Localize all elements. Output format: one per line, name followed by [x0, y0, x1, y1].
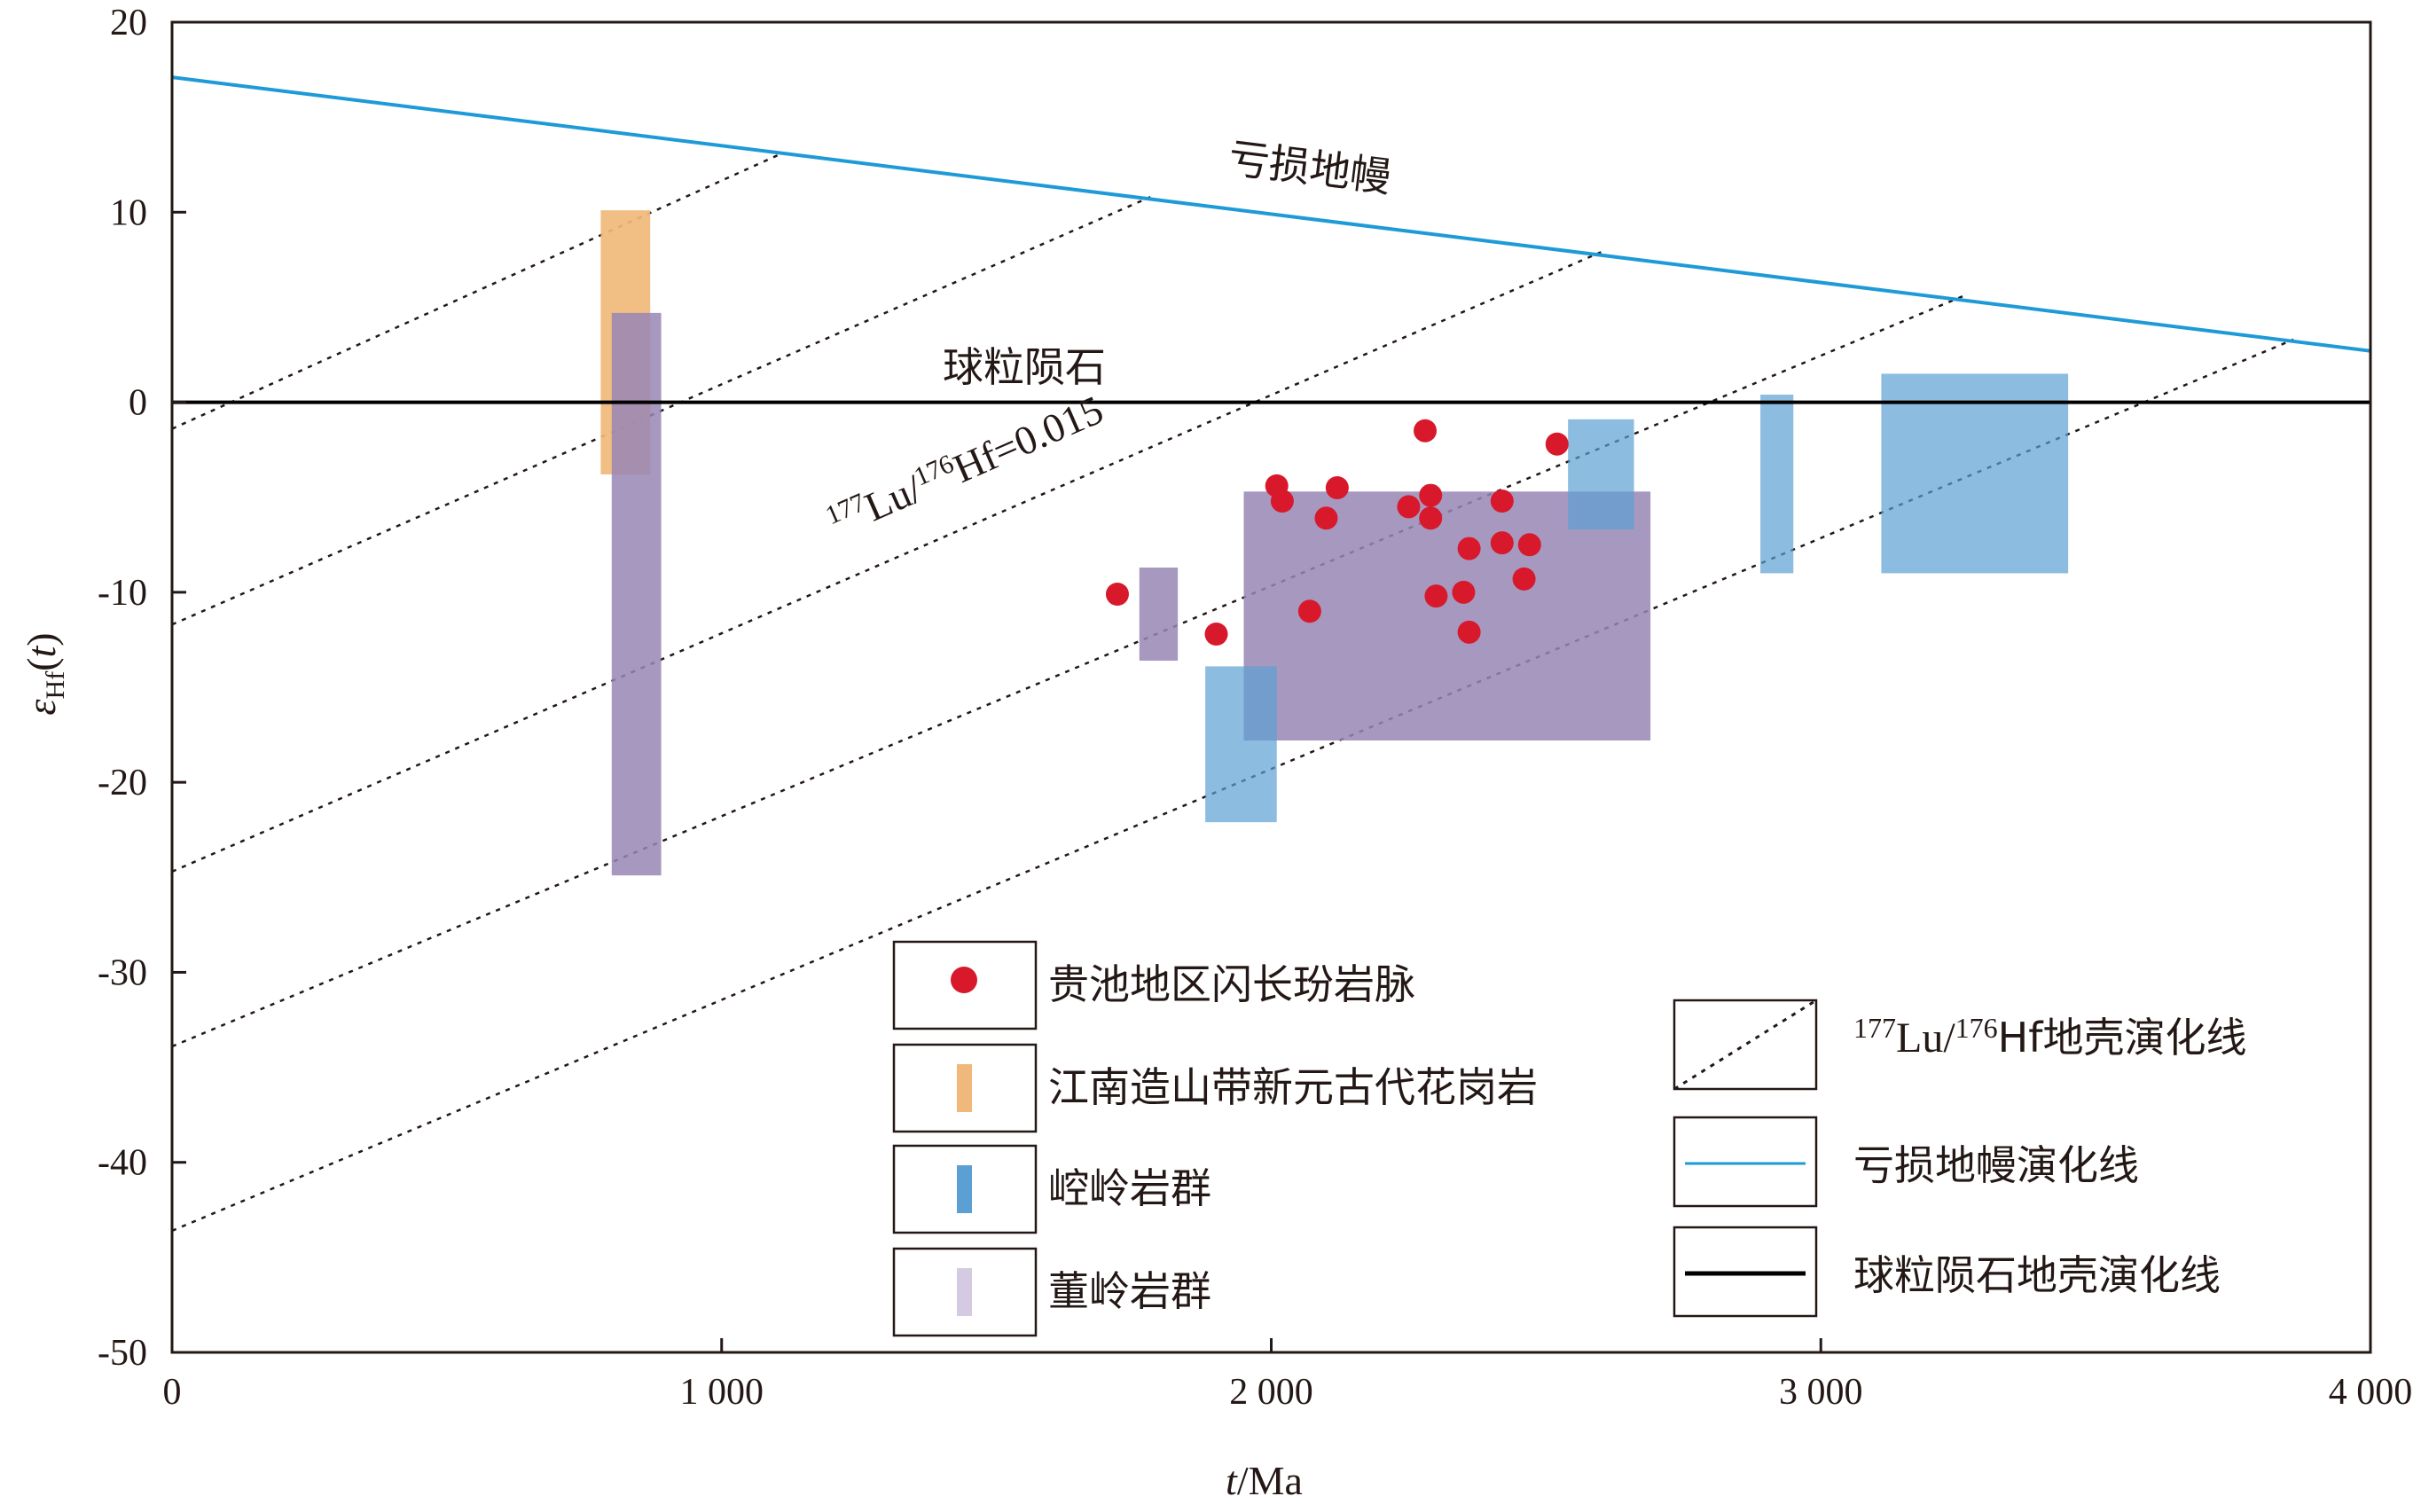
legend-item: 球粒陨石地壳演化线: [1673, 1226, 2221, 1318]
data-point: [1397, 495, 1421, 519]
crust-evolution-line: [172, 251, 1602, 874]
chondrite-label: 球粒陨石: [943, 343, 1106, 391]
legend-item: 贵池地区闪长玢岩脉: [892, 940, 1415, 1030]
legend-swatch-box: [1673, 999, 1818, 1091]
data-point: [1105, 583, 1129, 606]
legend-label: 贵池地区闪长玢岩脉: [1048, 960, 1415, 1008]
legend-label: 董岭岩群: [1048, 1267, 1211, 1315]
range-bar-dongling: [611, 312, 662, 876]
data-point: [1414, 419, 1438, 443]
legend-swatch-dashed: [1673, 999, 1817, 1091]
y-tick-label: -10: [98, 573, 147, 614]
plot-area: [172, 75, 2370, 1233]
range-bar-kongling: [1568, 419, 1634, 530]
legend-item: 崆岭岩群: [892, 1144, 1211, 1234]
data-point: [1457, 620, 1481, 644]
data-point: [1204, 623, 1228, 646]
range-bar-kongling: [1760, 395, 1794, 574]
x-tick-label: 4 000: [2329, 1372, 2413, 1413]
y-tick-label: 10: [110, 192, 147, 233]
data-point: [1457, 537, 1481, 560]
data-point: [1270, 490, 1294, 513]
range-bar-dongling: [1139, 568, 1179, 661]
x-tick-label: 1 000: [680, 1372, 764, 1413]
data-point: [1452, 580, 1476, 604]
legend-item: 江南造山带新元古代花岗岩: [892, 1043, 1538, 1133]
legend-swatch-box: [892, 1247, 1038, 1337]
legend-label: 江南造山带新元古代花岗岩: [1048, 1063, 1538, 1111]
x-tick-label: 3 000: [1779, 1372, 1863, 1413]
y-tick-label: -50: [98, 1333, 147, 1374]
y-tick-label: -20: [98, 763, 147, 803]
range-bar-kongling: [1205, 666, 1277, 823]
legend-swatch-bar: [957, 1165, 972, 1213]
y-tick-label: -40: [98, 1143, 147, 1184]
legend-item: 董岭岩群: [892, 1247, 1211, 1337]
data-point: [1297, 599, 1321, 623]
data-point: [1314, 506, 1338, 530]
data-point: [1325, 476, 1349, 499]
axes: 0 1 000 2 000 3 000 4 000 20 10 0 -10 -20 -30 -40 -5…: [19, 3, 2412, 1503]
data-point: [1490, 490, 1514, 513]
y-tick-label: -30: [98, 952, 147, 993]
data-point: [1517, 533, 1541, 557]
depleted-mantle-label: 亏损地幔: [1226, 134, 1393, 201]
x-tick-label: 2 000: [1229, 1372, 1313, 1413]
crust-evolution-line: [172, 152, 783, 430]
crust-ratio-label: 177Lu/176Hf=0.015: [821, 386, 1109, 546]
data-point: [1419, 483, 1443, 507]
legend-swatch-bar: [957, 1064, 972, 1112]
y-tick-label: 20: [110, 3, 147, 43]
data-point: [1419, 506, 1443, 530]
legend-swatch-dot: [951, 967, 977, 993]
data-point: [1512, 567, 1536, 591]
range-bar-kongling: [1881, 373, 2069, 574]
crust-evolution-line: [172, 294, 1964, 1048]
legend-label: 崆岭岩群: [1048, 1164, 1211, 1212]
legend-item: 亏损地幔演化线: [1673, 1116, 2139, 1208]
y-tick-label: 0: [129, 383, 147, 424]
y-axis-title: εHf(t): [19, 632, 70, 715]
plot-layer: [172, 75, 2370, 1233]
depleted-mantle-line: [172, 75, 2370, 353]
x-axis-title: t/Ma: [1226, 1458, 1303, 1503]
data-point: [1490, 531, 1514, 555]
data-point: [1545, 432, 1569, 456]
legend-swatch-box: [1673, 1116, 1818, 1208]
legend-swatch-bar: [957, 1268, 972, 1316]
legend-item: 177Lu/176Hf地壳演化线: [1673, 999, 2246, 1091]
legend-label: 球粒陨石地壳演化线: [1853, 1251, 2221, 1299]
data-point: [1424, 584, 1448, 608]
legend-label: 177Lu/176Hf地壳演化线: [1853, 1012, 2246, 1062]
x-tick-label: 0: [163, 1372, 182, 1413]
legend-label: 亏损地幔演化线: [1853, 1141, 2139, 1189]
